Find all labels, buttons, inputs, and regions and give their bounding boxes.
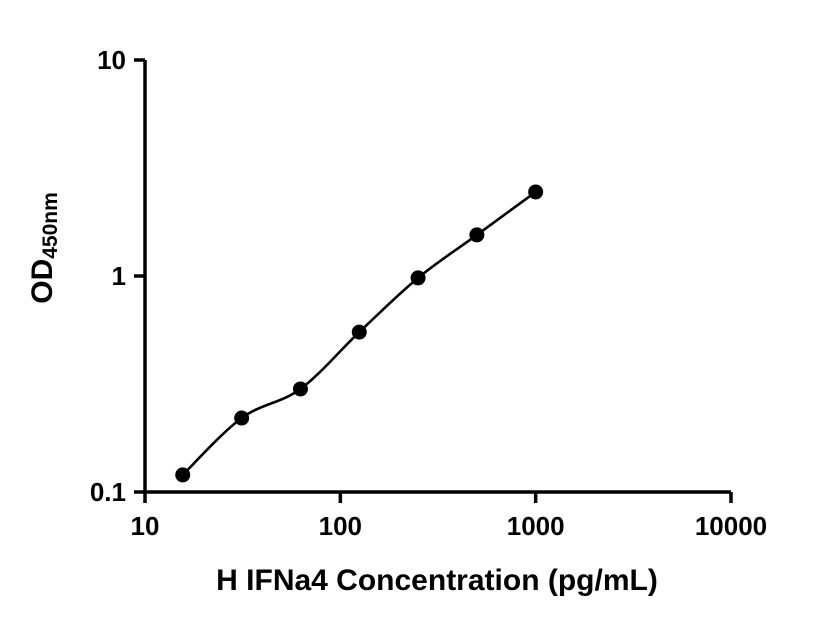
data-point <box>234 410 250 426</box>
x-tick-label: 1000 <box>507 511 565 541</box>
data-point <box>175 467 191 483</box>
y-axis-title: OD450nm <box>26 192 62 304</box>
y-tick-label: 10 <box>97 45 126 75</box>
data-point <box>469 227 485 243</box>
y-axis-title-main: OD <box>26 259 59 304</box>
data-point <box>410 270 426 286</box>
x-axis-title: H IFNa4 Concentration (pg/mL) <box>216 564 658 597</box>
data-point <box>528 184 544 200</box>
y-tick-label: 0.1 <box>90 477 126 507</box>
y-axis-title-sub: 450nm <box>39 192 62 259</box>
x-tick-label: 10000 <box>695 511 767 541</box>
x-tick-label: 10 <box>131 511 160 541</box>
data-point <box>292 381 308 397</box>
x-tick-label: 100 <box>319 511 362 541</box>
data-point <box>351 324 367 340</box>
y-tick-label: 1 <box>112 261 126 291</box>
plot-area: 10 100 1000 10000 0.1 1 10 <box>90 45 767 541</box>
